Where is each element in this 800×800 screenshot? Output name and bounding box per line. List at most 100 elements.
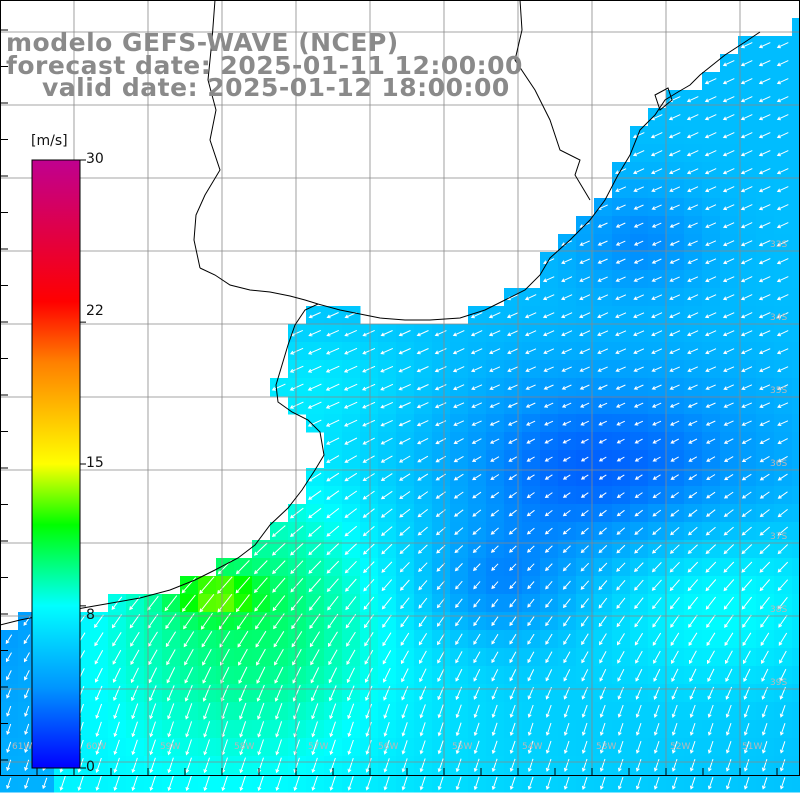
wind-arrow (473, 668, 481, 682)
wind-arrow (434, 384, 447, 391)
wind-arrow (398, 437, 411, 445)
wind-arrow (615, 258, 626, 264)
wind-arrow (253, 542, 268, 556)
wind-arrow (184, 667, 194, 684)
wind-arrow (597, 330, 609, 337)
wind-arrow (326, 437, 340, 445)
wind-arrow (362, 437, 375, 445)
wind-arrow (758, 186, 771, 193)
wind-arrow (650, 132, 663, 139)
wind-arrow (308, 578, 322, 593)
wind-arrow (633, 348, 645, 354)
wind-arrow (652, 492, 661, 499)
wind-arrow (580, 420, 590, 426)
wind-arrow (651, 294, 663, 300)
wind-arrow (633, 258, 644, 264)
wind-arrow (689, 650, 697, 665)
wind-arrow (472, 473, 482, 481)
wind-arrow (561, 276, 573, 283)
wind-arrow (758, 204, 771, 211)
wind-arrow (453, 491, 464, 499)
wind-arrow (705, 222, 717, 228)
wind-arrow (507, 402, 518, 408)
wind-arrow (777, 579, 789, 592)
wind-arrow (545, 651, 553, 664)
wind-arrow (455, 722, 462, 737)
wind-arrow (741, 526, 752, 536)
wind-arrow (561, 402, 572, 408)
wind-arrow (383, 740, 390, 755)
wind-arrow (687, 526, 698, 536)
wind-arrow (94, 650, 104, 665)
colorbar-tick-15: 15 (86, 455, 104, 471)
wind-arrow (455, 651, 463, 664)
wind-arrow (509, 722, 516, 737)
wind-arrow (651, 276, 662, 282)
wind-arrow (401, 668, 409, 683)
wind-cell (792, 630, 800, 649)
wind-arrow (455, 580, 463, 590)
wind-arrow (759, 455, 770, 463)
wind-arrow (275, 739, 282, 756)
wind-arrow (724, 473, 734, 481)
wind-arrow (598, 545, 608, 554)
wind-arrow (687, 258, 698, 264)
wind-arrow (563, 758, 570, 772)
wind-arrow (723, 544, 735, 555)
wind-arrow (758, 366, 771, 373)
wind-arrow (617, 722, 624, 736)
wind-arrow (686, 132, 699, 139)
wind-arrow (707, 777, 714, 790)
wind-arrow (308, 595, 321, 611)
wind-arrow (95, 775, 102, 791)
wind-arrow (776, 78, 789, 85)
wind-arrow (382, 650, 392, 665)
wind-arrow (652, 597, 662, 610)
wind-arrow (740, 96, 753, 103)
wind-arrow (725, 759, 732, 772)
wind-arrow (271, 525, 286, 538)
wind-arrow (599, 651, 607, 664)
wind-arrow (94, 614, 104, 629)
wind-arrow (524, 294, 537, 301)
wind-arrow (687, 579, 699, 592)
wind-arrow (706, 438, 716, 444)
wind-arrow (509, 651, 517, 664)
wind-arrow (167, 739, 174, 756)
wind-cell (792, 162, 800, 181)
wind-arrow (453, 402, 465, 409)
wind-arrow (380, 437, 393, 445)
wind-arrow (758, 348, 771, 355)
wind-arrow (689, 777, 696, 790)
wind-arrow (562, 527, 571, 535)
wind-arrow (112, 632, 122, 647)
wind-arrow (741, 402, 753, 408)
wind-arrow (776, 132, 789, 139)
wind-arrow (723, 384, 735, 390)
wind-arrow (633, 312, 645, 319)
wind-arrow (455, 776, 462, 791)
wind-arrow (272, 595, 286, 612)
wind-arrow (526, 527, 535, 535)
wind-arrow (455, 704, 462, 719)
wind-arrow (271, 383, 286, 391)
wind-arrow (77, 757, 84, 773)
wind-arrow (42, 777, 48, 790)
wind-arrow (201, 631, 213, 648)
wind-arrow (633, 240, 644, 246)
wind-arrow (759, 579, 771, 592)
wind-arrow (238, 648, 248, 666)
wind-arrow (776, 186, 789, 193)
wind-arrow (758, 96, 771, 103)
wind-arrow (581, 651, 589, 664)
wind-arrow (434, 348, 447, 355)
wind-arrow (617, 668, 625, 682)
colorbar-tick-22: 22 (86, 303, 104, 319)
wind-arrow (777, 438, 788, 445)
wind-arrow (758, 312, 771, 319)
wind-arrow (706, 614, 716, 628)
wind-arrow (471, 402, 483, 408)
wind-arrow (652, 632, 662, 646)
wind-arrow (687, 222, 698, 228)
wind-arrow (491, 581, 499, 590)
